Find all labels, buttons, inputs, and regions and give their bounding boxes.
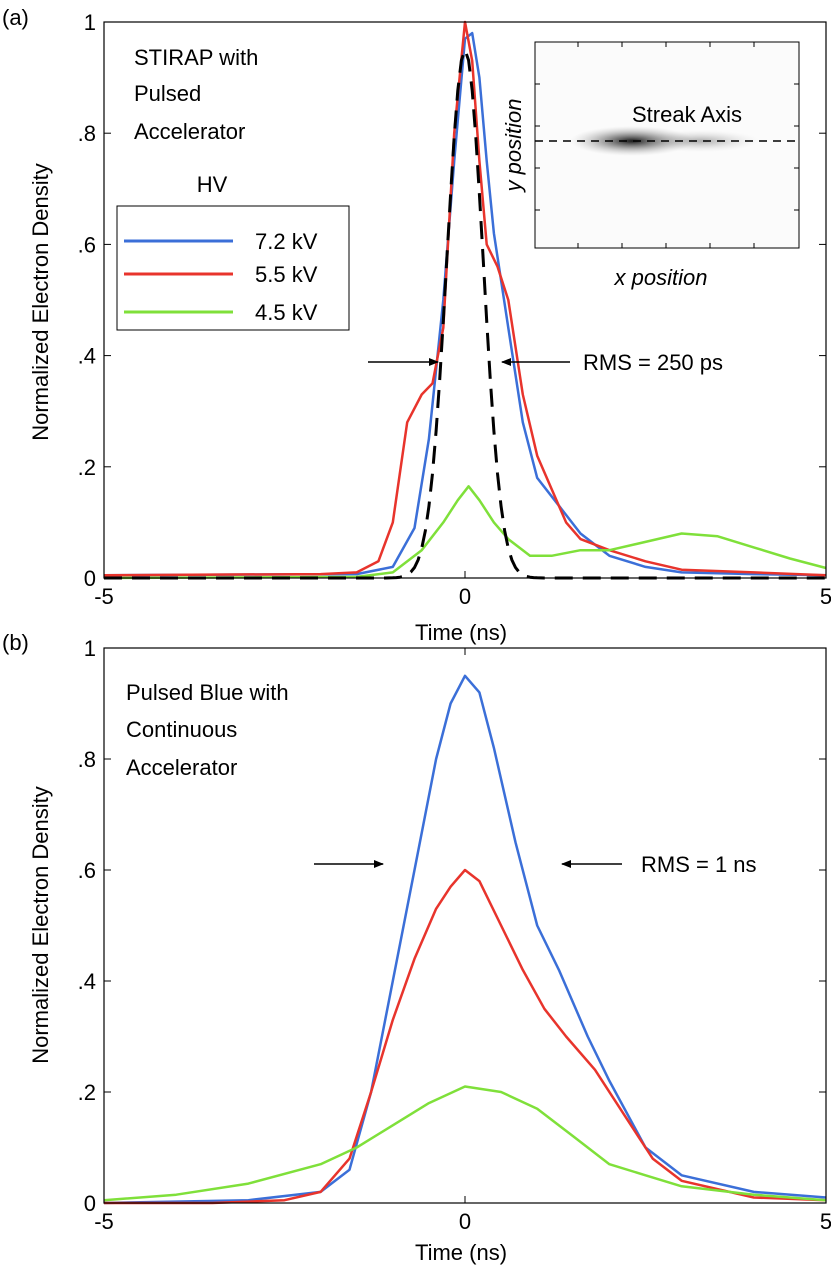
panel-a-ytick-label-0: 0: [84, 566, 96, 591]
panel-a: (a) Normalized Electron Density Time (ns…: [2, 5, 831, 645]
panel-a-title-line-2: Pulsed: [134, 81, 201, 106]
legend: 7.2 kV 5.5 kV 4.5 kV: [116, 205, 350, 331]
panel-b-xtick-label-1: 0: [459, 1209, 471, 1234]
panel-b-axes-frame: [103, 647, 827, 1204]
panel-a-xtick-label-0: -5: [94, 584, 114, 609]
panel-a-title-line-1: STIRAP with: [134, 45, 258, 70]
panel-a-ytick-label-1: .2: [78, 455, 96, 480]
panel-b-xtick-label-2: 5: [820, 1209, 831, 1234]
panel-b-title-line-2: Continuous: [126, 717, 237, 742]
panel-b-series-4-5-kv: [103, 1085, 827, 1202]
legend-title: HV: [197, 172, 228, 197]
panel-b-ytick-label-4: .8: [78, 747, 96, 772]
panel-b-series-7-2-kv: [103, 674, 827, 1205]
panel-b-ylabel: Normalized Electron Density: [28, 786, 53, 1064]
panel-a-series-5-5-kv: [103, 20, 827, 577]
panel-b-xlabel: Time (ns): [415, 1240, 507, 1265]
panel-a-ytick-label-4: .8: [78, 121, 96, 146]
panel-b-ytick-label-1: .2: [78, 1080, 96, 1105]
panel-b: (b) Normalized Electron Density Time (ns…: [2, 630, 831, 1265]
panel-a-series-7-2-kv: [103, 31, 827, 577]
inset-ylabel: y position: [501, 99, 526, 194]
legend-label-4-5kv: 4.5 kV: [255, 300, 318, 325]
panel-b-ytick-label-3: .6: [78, 858, 96, 883]
panel-b-ticks: -5 0 50.2.4.6.81: [78, 636, 831, 1234]
panel-a-series-4-5-kv: [103, 485, 827, 580]
panel-a-ytick-label-3: .6: [78, 232, 96, 257]
panel-a-title-line-3: Accelerator: [134, 119, 245, 144]
panel-a-ytick-label-5: 1: [84, 10, 96, 35]
panel-a-xtick-label-1: 0: [459, 584, 471, 609]
inset: Streak Axis x position y position: [501, 41, 800, 290]
panel-b-ytick-label-0: 0: [84, 1191, 96, 1216]
inset-streak-axis-label: Streak Axis: [632, 102, 742, 127]
panel-b-title-line-3: Accelerator: [126, 755, 237, 780]
legend-box: [116, 205, 350, 331]
inset-ticks: [535, 42, 799, 248]
legend-label-7-2kv: 7.2 kV: [255, 229, 318, 254]
panel-a-xlabel: Time (ns): [415, 620, 507, 645]
panel-a-ylabel: Normalized Electron Density: [28, 163, 53, 441]
panel-b-ytick-label-5: 1: [84, 636, 96, 661]
panel-b-label: (b): [2, 630, 29, 655]
panel-b-ytick-label-2: .4: [78, 969, 96, 994]
inset-electron-tail: [640, 130, 760, 152]
panel-b-xtick-label-0: -5: [94, 1209, 114, 1234]
panel-b-rms-label: RMS = 1 ns: [641, 852, 757, 877]
panel-a-label: (a): [2, 5, 29, 30]
panel-a-axes-frame: [103, 21, 827, 579]
panel-b-series-5-5-kv: [104, 868, 827, 1205]
panel-a-ticks: -5 0 50.2.4.6.81: [78, 10, 831, 609]
legend-label-5-5kv: 5.5 kV: [255, 262, 318, 287]
panel-b-series: [103, 674, 827, 1205]
inset-xlabel: x position: [614, 265, 708, 290]
panel-b-title-line-1: Pulsed Blue with: [126, 680, 289, 705]
panel-a-ytick-label-2: .4: [78, 344, 96, 369]
panel-a-rms-label: RMS = 250 ps: [583, 350, 723, 375]
panel-a-xtick-label-2: 5: [820, 584, 831, 609]
